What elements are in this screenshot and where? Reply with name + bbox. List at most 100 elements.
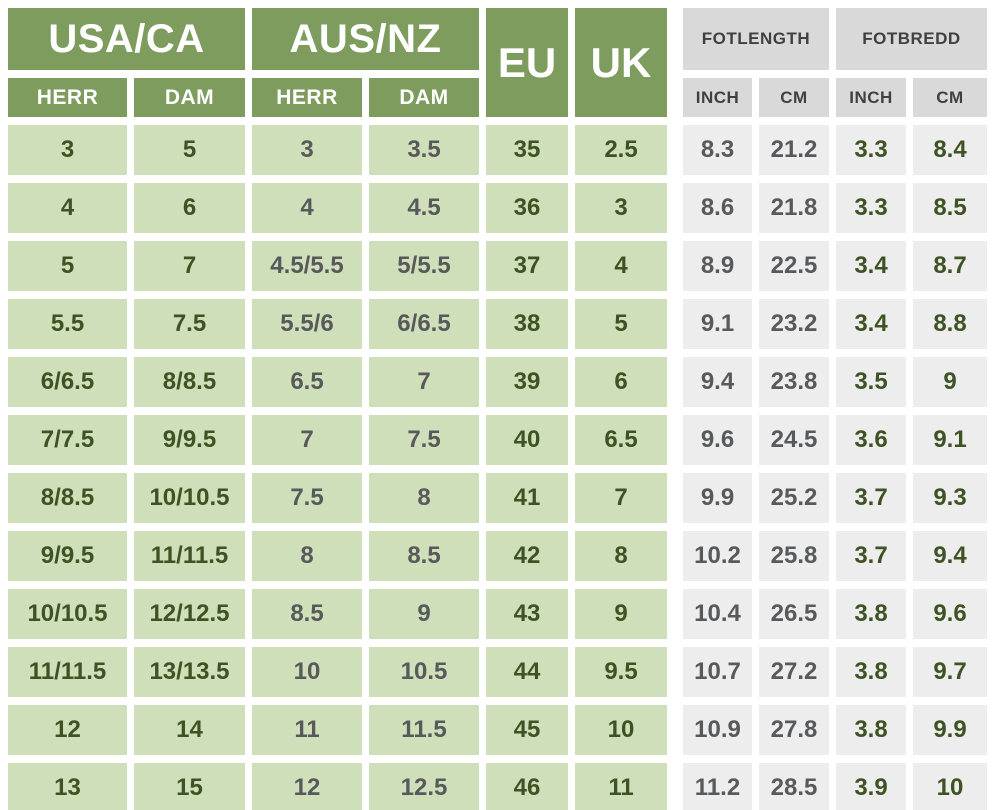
- cell-usa-herr: 7/7.5: [8, 415, 127, 465]
- header-fotbredd: FOTBREDD: [836, 8, 987, 70]
- cell-fotlength-inch: 9.9: [683, 473, 752, 523]
- cell-fotlength-inch: 10.4: [683, 589, 752, 639]
- subheader-usa-herr: HERR: [8, 78, 127, 117]
- cell-fotbredd-cm: 9.4: [913, 531, 987, 581]
- cell-aus-herr: 8.5: [252, 589, 362, 639]
- cell-eu: 44: [486, 647, 568, 697]
- cell-eu: 42: [486, 531, 568, 581]
- cell-aus-herr: 11: [252, 705, 362, 755]
- cell-fotlength-cm: 22.5: [759, 241, 829, 291]
- cell-usa-dam: 5: [134, 125, 245, 175]
- cell-aus-herr: 10: [252, 647, 362, 697]
- cell-fotlength-cm: 24.5: [759, 415, 829, 465]
- cell-usa-dam: 11/11.5: [134, 531, 245, 581]
- cell-uk: 9: [575, 589, 667, 639]
- cell-usa-dam: 7.5: [134, 299, 245, 349]
- cell-usa-herr: 10/10.5: [8, 589, 127, 639]
- cell-usa-herr: 13: [8, 763, 127, 810]
- cell-eu: 45: [486, 705, 568, 755]
- cell-fotbredd-inch: 3.9: [836, 763, 906, 810]
- cell-fotbredd-cm: 9.9: [913, 705, 987, 755]
- cell-usa-dam: 6: [134, 183, 245, 233]
- cell-fotbredd-inch: 3.7: [836, 473, 906, 523]
- cell-fotbredd-inch: 3.5: [836, 357, 906, 407]
- size-table-right-section: FOTLENGTH FOTBREDD INCH CM INCH CM 8.3 21…: [683, 8, 987, 810]
- cell-aus-dam: 11.5: [369, 705, 479, 755]
- cell-fotbredd-inch: 3.3: [836, 183, 906, 233]
- cell-uk: 6.5: [575, 415, 667, 465]
- cell-fotbredd-cm: 8.7: [913, 241, 987, 291]
- cell-usa-dam: 9/9.5: [134, 415, 245, 465]
- cell-fotbredd-inch: 3.8: [836, 647, 906, 697]
- cell-usa-herr: 9/9.5: [8, 531, 127, 581]
- cell-fotbredd-cm: 9: [913, 357, 987, 407]
- cell-uk: 10: [575, 705, 667, 755]
- cell-fotbredd-inch: 3.8: [836, 705, 906, 755]
- cell-usa-herr: 12: [8, 705, 127, 755]
- cell-uk: 7: [575, 473, 667, 523]
- cell-eu: 37: [486, 241, 568, 291]
- cell-aus-dam: 8.5: [369, 531, 479, 581]
- cell-fotlength-inch: 10.7: [683, 647, 752, 697]
- cell-eu: 39: [486, 357, 568, 407]
- subheader-aus-herr: HERR: [252, 78, 362, 117]
- header-fotlength: FOTLENGTH: [683, 8, 829, 70]
- subheader-fotlength-cm: CM: [759, 78, 829, 117]
- cell-aus-dam: 4.5: [369, 183, 479, 233]
- cell-fotbredd-inch: 3.6: [836, 415, 906, 465]
- cell-fotlength-inch: 9.6: [683, 415, 752, 465]
- cell-fotlength-cm: 21.2: [759, 125, 829, 175]
- cell-eu: 40: [486, 415, 568, 465]
- cell-uk: 9.5: [575, 647, 667, 697]
- cell-fotlength-cm: 25.8: [759, 531, 829, 581]
- cell-fotlength-inch: 9.1: [683, 299, 752, 349]
- cell-uk: 2.5: [575, 125, 667, 175]
- cell-usa-herr: 3: [8, 125, 127, 175]
- cell-usa-herr: 6/6.5: [8, 357, 127, 407]
- header-eu: EU: [486, 8, 568, 117]
- cell-fotbredd-inch: 3.4: [836, 241, 906, 291]
- cell-fotbredd-cm: 8.8: [913, 299, 987, 349]
- subheader-fotbredd-inch: INCH: [836, 78, 906, 117]
- cell-fotbredd-inch: 3.7: [836, 531, 906, 581]
- cell-aus-herr: 3: [252, 125, 362, 175]
- cell-aus-herr: 5.5/6: [252, 299, 362, 349]
- cell-fotbredd-cm: 8.5: [913, 183, 987, 233]
- cell-fotlength-cm: 26.5: [759, 589, 829, 639]
- cell-eu: 46: [486, 763, 568, 810]
- cell-fotlength-inch: 10.2: [683, 531, 752, 581]
- cell-usa-dam: 14: [134, 705, 245, 755]
- subheader-fotlength-inch: INCH: [683, 78, 752, 117]
- cell-uk: 8: [575, 531, 667, 581]
- cell-aus-dam: 9: [369, 589, 479, 639]
- cell-aus-dam: 12.5: [369, 763, 479, 810]
- cell-aus-herr: 7.5: [252, 473, 362, 523]
- header-uk: UK: [575, 8, 667, 117]
- cell-aus-dam: 7: [369, 357, 479, 407]
- cell-usa-herr: 11/11.5: [8, 647, 127, 697]
- cell-usa-herr: 5.5: [8, 299, 127, 349]
- cell-fotbredd-inch: 3.8: [836, 589, 906, 639]
- cell-aus-herr: 7: [252, 415, 362, 465]
- cell-usa-herr: 8/8.5: [8, 473, 127, 523]
- cell-fotlength-cm: 28.5: [759, 763, 829, 810]
- cell-eu: 35: [486, 125, 568, 175]
- cell-uk: 3: [575, 183, 667, 233]
- cell-fotlength-inch: 10.9: [683, 705, 752, 755]
- cell-aus-herr: 12: [252, 763, 362, 810]
- header-aus-nz: AUS/NZ: [252, 8, 479, 70]
- cell-aus-herr: 6.5: [252, 357, 362, 407]
- cell-aus-dam: 6/6.5: [369, 299, 479, 349]
- cell-fotbredd-cm: 8.4: [913, 125, 987, 175]
- cell-usa-dam: 15: [134, 763, 245, 810]
- cell-uk: 5: [575, 299, 667, 349]
- subheader-fotbredd-cm: CM: [913, 78, 987, 117]
- cell-aus-herr: 4.5/5.5: [252, 241, 362, 291]
- cell-fotbredd-inch: 3.3: [836, 125, 906, 175]
- cell-uk: 4: [575, 241, 667, 291]
- cell-fotbredd-cm: 9.1: [913, 415, 987, 465]
- cell-eu: 36: [486, 183, 568, 233]
- cell-uk: 6: [575, 357, 667, 407]
- cell-eu: 38: [486, 299, 568, 349]
